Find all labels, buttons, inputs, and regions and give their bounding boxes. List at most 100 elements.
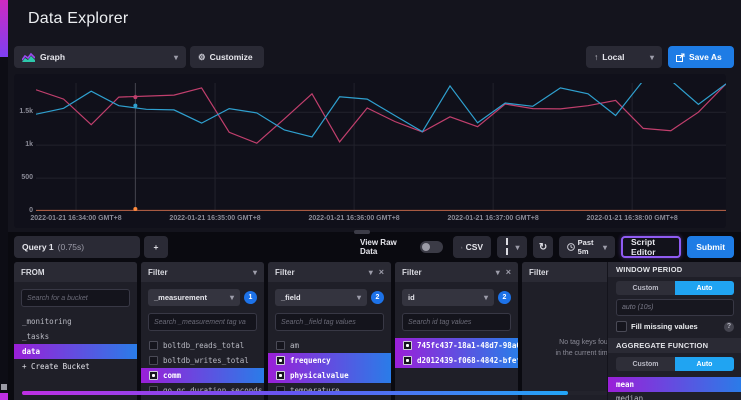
filter-panel-header: Filter ▾ xyxy=(141,262,264,282)
checkbox[interactable] xyxy=(149,341,158,350)
page-title: Data Explorer xyxy=(28,10,128,28)
chevron-down-icon[interactable]: ▾ xyxy=(496,268,500,277)
tag-key-label: _field xyxy=(281,293,301,302)
aggregate-auto-option[interactable]: Auto xyxy=(675,357,734,371)
checkbox[interactable] xyxy=(149,356,158,365)
aggregate-function-header: AGGREGATE FUNCTION xyxy=(608,338,741,353)
tag-key-dropdown[interactable]: _measurement ▾ xyxy=(148,289,240,306)
time-range-label: Past 5m xyxy=(578,238,603,256)
close-icon[interactable]: × xyxy=(379,267,384,277)
time-range-dropdown[interactable]: Past 5m ▾ xyxy=(559,236,615,258)
checkbox[interactable] xyxy=(149,371,158,380)
script-editor-label: Script Editor xyxy=(631,237,671,257)
y-axis: 05001k1.5k xyxy=(14,83,33,211)
from-title: FROM xyxy=(21,268,45,277)
y-tick-label: 1.5k xyxy=(19,108,33,115)
tag-value-item[interactable]: physicalvalue xyxy=(268,368,391,383)
query-toolbar: View Raw Data CSV ▾ ↻ Past 5m ▾ Script E… xyxy=(360,236,734,258)
search-placeholder: Search _field tag values xyxy=(281,319,356,326)
tag-value-item[interactable]: boltdb_reads_total xyxy=(141,338,264,353)
id-value-list: 745fc437-18a1-48d7-98a6-7…d2012439-f068-… xyxy=(395,338,518,368)
measurement-search-input[interactable]: Search _measurement tag va xyxy=(148,313,257,331)
window-period-input[interactable]: auto (10s) xyxy=(616,299,734,316)
script-editor-button[interactable]: Script Editor xyxy=(621,236,681,258)
checkbox[interactable] xyxy=(403,356,412,365)
query-tab-label: Query 1 xyxy=(22,242,54,252)
bucket-list-item[interactable]: _monitoring xyxy=(14,314,137,329)
gear-icon: ⚙ xyxy=(198,52,206,63)
aggregate-toggle: Custom Auto xyxy=(616,357,734,371)
bucket-name: + Create Bucket xyxy=(22,362,90,371)
query-tab[interactable]: Query 1 (0.75s) xyxy=(14,236,140,258)
pause-dropdown-button[interactable]: ▾ xyxy=(497,236,527,258)
chevron-down-icon: ▾ xyxy=(515,243,519,252)
filter-title: Filter xyxy=(402,268,422,277)
bucket-name: _tasks xyxy=(22,332,49,341)
csv-download-button[interactable]: CSV xyxy=(453,236,491,258)
checkbox[interactable] xyxy=(403,341,412,350)
query-duration: (0.75s) xyxy=(58,242,84,252)
help-icon[interactable]: ? xyxy=(724,322,734,332)
tag-key-label: id xyxy=(408,293,415,302)
tag-value-label: boltdb_reads_total xyxy=(163,341,244,350)
nav-bottom-icon[interactable] xyxy=(1,384,7,390)
bucket-name: _monitoring xyxy=(22,317,72,326)
customize-button[interactable]: ⚙ Customize xyxy=(190,46,264,68)
bucket-list-item[interactable]: + Create Bucket xyxy=(14,359,137,374)
close-icon[interactable]: × xyxy=(506,267,511,277)
tag-value-item[interactable]: d2012439-f068-4842-bfef-8… xyxy=(395,353,518,368)
submit-button[interactable]: Submit xyxy=(687,236,734,258)
checkbox[interactable] xyxy=(276,356,285,365)
tag-value-item[interactable]: frequency xyxy=(268,353,391,368)
crosshair-dot xyxy=(133,104,137,108)
nav-active-indicator xyxy=(0,0,8,57)
chevron-down-icon: ▾ xyxy=(230,293,234,302)
horizontal-scrollbar[interactable] xyxy=(22,391,568,395)
tag-key-dropdown[interactable]: id ▾ xyxy=(402,289,494,306)
resize-handle[interactable] xyxy=(354,230,370,234)
field-search-input[interactable]: Search _field tag values xyxy=(275,313,384,331)
window-period-toggle: Custom Auto xyxy=(616,281,734,295)
x-tick-label: 2022-01-21 16:36:00 GMT+8 xyxy=(308,215,399,222)
refresh-button[interactable]: ↻ xyxy=(533,236,552,258)
tag-value-item[interactable]: 745fc437-18a1-48d7-98a6-7… xyxy=(395,338,518,353)
chevron-down-icon[interactable]: ▾ xyxy=(369,268,373,277)
bucket-list-item[interactable]: _tasks xyxy=(14,329,137,344)
bucket-search-input[interactable]: Search for a bucket xyxy=(21,289,130,307)
aggregate-custom-option[interactable]: Custom xyxy=(616,357,675,371)
from-panel-header: FROM xyxy=(14,262,137,282)
chart-panel: 05001k1.5k 2022-01-21 16:34:00 GMT+82022… xyxy=(14,74,726,228)
left-nav-rail[interactable] xyxy=(0,0,8,400)
checkbox[interactable] xyxy=(276,341,285,350)
aggregate-function-item[interactable]: median xyxy=(608,392,741,400)
write-target-dropdown[interactable]: ↑ Local ▾ xyxy=(586,46,662,68)
tag-value-item[interactable]: comm xyxy=(141,368,264,383)
view-raw-data-toggle[interactable] xyxy=(420,241,443,253)
window-period-header: WINDOW PERIOD xyxy=(608,262,741,277)
fill-missing-label: Fill missing values xyxy=(631,322,698,331)
tag-value-label: am xyxy=(290,341,299,350)
window-custom-option[interactable]: Custom xyxy=(616,281,675,295)
chevron-down-icon[interactable]: ▾ xyxy=(253,268,257,277)
chevron-down-icon: ▾ xyxy=(484,293,488,302)
selected-count-badge: 2 xyxy=(371,291,384,304)
tag-value-item[interactable]: boltdb_writes_total xyxy=(141,353,264,368)
window-auto-option[interactable]: Auto xyxy=(675,281,734,295)
chevron-down-icon: ▾ xyxy=(357,293,361,302)
visualization-type-dropdown[interactable]: Graph ▾ xyxy=(14,46,186,68)
tag-key-dropdown[interactable]: _field ▾ xyxy=(275,289,367,306)
crosshair-dot xyxy=(133,95,137,99)
aggregate-function-item[interactable]: mean xyxy=(608,377,741,392)
id-search-input[interactable]: Search id tag values xyxy=(402,313,511,331)
bucket-list-item[interactable]: data xyxy=(14,344,137,359)
tag-key-label: _measurement xyxy=(154,293,207,302)
nav-bottom-accent xyxy=(0,393,8,400)
checkbox[interactable] xyxy=(276,371,285,380)
fill-missing-checkbox[interactable] xyxy=(616,321,627,332)
plot-area[interactable] xyxy=(36,83,726,211)
query-options-panel: WINDOW PERIOD Custom Auto auto (10s) Fil… xyxy=(607,262,741,400)
tag-value-item[interactable]: am xyxy=(268,338,391,353)
tag-value-label: boltdb_writes_total xyxy=(163,356,249,365)
add-query-button[interactable]: + xyxy=(144,236,168,258)
save-as-button[interactable]: Save As xyxy=(668,46,734,68)
